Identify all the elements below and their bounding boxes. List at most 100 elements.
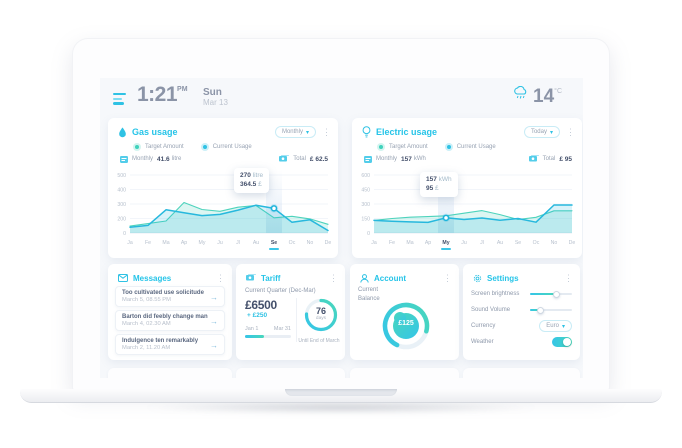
brightness-slider[interactable] — [530, 290, 572, 298]
svg-text:No: No — [307, 240, 314, 246]
electric-meta-unit: kWh — [413, 156, 426, 162]
laptop-shadow — [56, 401, 626, 417]
gas-period-dropdown[interactable]: Monthly ▾ — [274, 126, 316, 138]
date-block: Sun Mar 13 — [203, 87, 228, 107]
svg-text:Se: Se — [271, 240, 277, 246]
gas-chart[interactable]: 0 200 300 400 500 Ja Fe Ma Ap My Ju Jl Au Se Oc No De 27… — [110, 167, 336, 257]
tariff-kebab-menu-icon[interactable]: ⋮ — [329, 272, 338, 283]
svg-text:200: 200 — [117, 216, 126, 222]
cutoff-card — [350, 368, 459, 378]
gas-chart-tooltip: 270 litre 364.5 £ — [234, 168, 270, 193]
open-message-icon[interactable]: → — [210, 341, 218, 350]
electric-meta-row: Monthly 157 kWh Total £ 95 — [364, 155, 572, 163]
gas-legend: Target Amount Current Usage — [133, 143, 252, 151]
svg-text:My: My — [199, 240, 206, 246]
svg-text:Ap: Ap — [425, 240, 431, 246]
svg-text:Fe: Fe — [389, 240, 395, 246]
chevron-down-icon: ▾ — [561, 323, 565, 330]
weekday-text: Sun — [203, 87, 222, 98]
message-item-1[interactable]: Too cultivated use solicitude March 5, 0… — [115, 286, 225, 307]
chevron-down-icon: ▾ — [549, 129, 553, 136]
temperature-unit: °C — [554, 88, 562, 95]
svg-text:0: 0 — [367, 231, 370, 237]
slider-knob[interactable] — [552, 290, 560, 298]
gas-kebab-menu-icon[interactable]: ⋮ — [322, 126, 331, 137]
current-dot-icon — [444, 143, 453, 151]
target-dot-icon — [133, 143, 141, 151]
svg-text:600: 600 — [361, 173, 370, 179]
svg-text:0: 0 — [123, 231, 126, 237]
tariff-delta: + £250 — [247, 312, 268, 319]
settings-kebab-menu-icon[interactable]: ⋮ — [564, 272, 573, 283]
svg-text:No: No — [551, 240, 558, 246]
electric-total-value: £ 95 — [559, 155, 572, 163]
svg-text:500: 500 — [117, 173, 126, 179]
volume-row: Sound Volume — [471, 304, 572, 316]
cutoff-card — [236, 368, 345, 378]
account-kebab-menu-icon[interactable]: ⋮ — [443, 272, 452, 283]
electric-chart-tooltip: 157 kWh 95 £ — [420, 172, 458, 197]
svg-text:Au: Au — [497, 240, 503, 246]
cutoff-card — [463, 368, 580, 378]
money-icon — [279, 155, 290, 162]
svg-text:Jl: Jl — [480, 240, 484, 246]
volume-slider[interactable] — [530, 306, 572, 314]
meridiem-text: PM — [177, 86, 188, 93]
electric-meta-label: Monthly — [376, 156, 398, 162]
tariff-progress-bar — [245, 335, 291, 338]
tariff-caption: Until End of March — [298, 338, 340, 344]
slider-knob[interactable] — [536, 306, 544, 314]
svg-text:300: 300 — [117, 202, 126, 208]
svg-text:450: 450 — [361, 187, 370, 193]
electric-legend: Target Amount Current Usage — [377, 143, 496, 151]
rain-cloud-icon — [514, 86, 527, 99]
electric-kebab-menu-icon[interactable]: ⋮ — [566, 126, 575, 137]
divider — [296, 298, 297, 342]
settings-title: Settings — [487, 273, 519, 283]
electric-chart[interactable]: 0 150 300 450 600 Ja Fe Ma Ap My Ju Jl Au Se Oc No De 15… — [354, 167, 580, 257]
temperature-text: 14 — [533, 86, 555, 107]
tariff-title: Tariff — [261, 273, 281, 283]
cutoff-card — [108, 368, 232, 378]
menu-icon[interactable] — [113, 93, 127, 107]
weather-widget: 14 °C — [513, 86, 562, 108]
electric-total-label: Total — [542, 156, 556, 162]
svg-text:Ap: Ap — [181, 240, 187, 246]
current-dot-icon — [200, 143, 209, 151]
dashboard-screen: 1:21PM Sun Mar 13 14 °C Gas usage — [100, 78, 583, 378]
svg-text:Oc: Oc — [289, 240, 296, 246]
messages-kebab-menu-icon[interactable]: ⋮ — [216, 272, 225, 283]
message-item-3[interactable]: Indulgence ten remarkably March 2, 11.20… — [115, 334, 225, 355]
electric-period-value: Today — [530, 129, 547, 135]
currency-dropdown[interactable]: Euro ▾ — [539, 320, 572, 332]
brightness-row: Screen brightness — [471, 288, 572, 300]
gas-period-value: Monthly — [281, 129, 303, 135]
calendar-icon — [364, 156, 372, 163]
gas-drop-icon — [119, 127, 126, 137]
messages-title: Messages — [133, 273, 172, 283]
svg-text:Ma: Ma — [406, 240, 413, 246]
svg-text:300: 300 — [361, 202, 370, 208]
account-title: Account — [374, 273, 406, 283]
open-message-icon[interactable]: → — [210, 293, 218, 302]
gas-meta-value: 41.6 — [157, 155, 170, 163]
svg-text:Ma: Ma — [162, 240, 169, 246]
weather-row: Weather — [471, 336, 572, 348]
svg-text:De: De — [569, 240, 576, 246]
electric-period-dropdown[interactable]: Today ▾ — [523, 126, 560, 138]
message-item-2[interactable]: Barton did feebly change man March 4, 02… — [115, 310, 225, 331]
person-icon — [360, 273, 369, 283]
open-message-icon[interactable]: → — [210, 317, 218, 326]
gas-total-value: £ 62.5 — [309, 155, 328, 163]
balance-label: Current Balance — [358, 287, 380, 302]
svg-text:Jl: Jl — [236, 240, 240, 246]
weather-toggle[interactable] — [552, 337, 572, 347]
chevron-down-icon: ▾ — [305, 129, 309, 136]
electric-meta-value: 157 — [401, 155, 412, 163]
tariff-date-range: Jan 1 Mar 31 — [245, 326, 291, 332]
electric-card-title: Electric usage — [376, 127, 438, 137]
tariff-card: Tariff ⋮ Current Quarter (Dec-Mar) £6500… — [236, 264, 345, 360]
settings-card: Settings ⋮ Screen brightness Sound Volum… — [463, 264, 580, 360]
svg-text:Au: Au — [253, 240, 259, 246]
svg-text:150: 150 — [361, 216, 370, 222]
